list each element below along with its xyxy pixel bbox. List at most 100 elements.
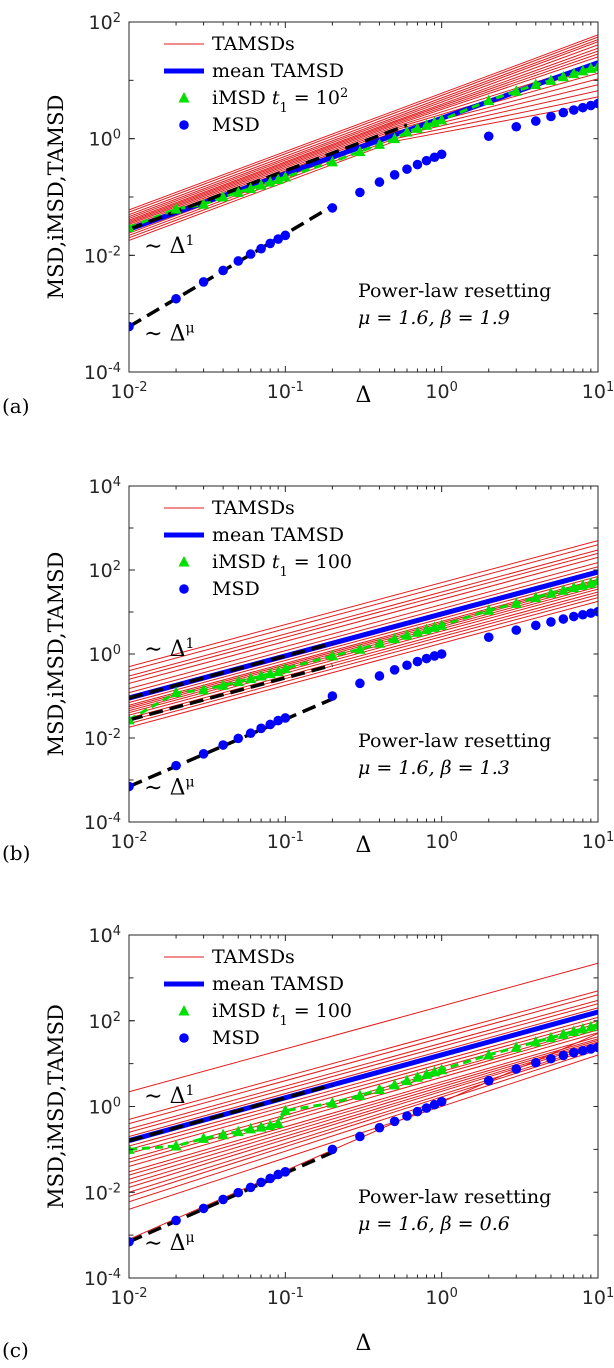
legend-swatch: [179, 584, 189, 594]
imsd-point: [373, 637, 385, 648]
msd-point: [265, 1173, 275, 1184]
imsd-point: [568, 581, 580, 593]
x-tick-label: 100: [425, 1286, 457, 1310]
chart-panel-1: 10-2 10-1 100 10110-410-2100102ΔMSD,iMSD,TA…: [2, 11, 614, 419]
imsd-point: [389, 632, 401, 644]
msd-point: [280, 713, 291, 723]
msd-point: [245, 1182, 256, 1193]
legend-label: iMSD t1 = 102: [212, 86, 348, 116]
msd-point: [568, 1047, 579, 1058]
msd-point: [429, 1099, 440, 1110]
annotation-title: Power-law resetting: [358, 730, 551, 752]
imsd-point: [483, 94, 495, 106]
msd-point: [436, 649, 447, 659]
tamsd-line: [129, 562, 598, 690]
msd-point: [421, 1103, 432, 1113]
imsd-point: [232, 1125, 244, 1137]
imsd-point: [436, 619, 448, 630]
imsd-point: [198, 683, 210, 695]
scaling-label: ∼ Δ1: [144, 233, 194, 259]
msd-point: [129, 1236, 134, 1247]
legend-label: TAMSDs: [212, 946, 295, 968]
imsd-point: [592, 574, 598, 586]
imsd-point: [245, 1122, 257, 1134]
tamsd-line: [129, 600, 598, 728]
imsd-point: [545, 74, 557, 85]
imsd-point: [264, 667, 276, 679]
tamsd-line: [129, 96, 598, 239]
panel-label: (a): [2, 394, 30, 418]
msd-point: [218, 1194, 228, 1205]
msd-point: [273, 234, 283, 244]
msd-point: [171, 760, 181, 771]
imsd-point: [354, 643, 366, 654]
y-tick-label: 10-4: [84, 1267, 121, 1291]
msd-point: [546, 111, 556, 122]
legend-label: mean TAMSD: [212, 60, 344, 82]
imsd-point: [373, 1083, 385, 1094]
msd-point: [593, 98, 598, 109]
msd-point: [558, 1050, 569, 1061]
scaling-dashed-line: [129, 641, 333, 700]
tamsd-line: [129, 1007, 598, 1137]
msd-point: [402, 1111, 412, 1121]
msd-point: [483, 1075, 494, 1086]
scaling-dashed-line: [129, 204, 334, 329]
legend-swatch: [178, 92, 190, 103]
tamsd-line: [129, 1003, 598, 1133]
imsd-point: [279, 171, 291, 182]
msd-point: [280, 1166, 291, 1177]
chart-panel-2: 10-2 10-1 100 10110-410-2100102104ΔMSD,iMSD…: [2, 475, 614, 866]
tamsd-line: [129, 1049, 598, 1203]
scaling-dashed-line: [129, 1150, 334, 1244]
scaling-label: ∼ Δμ: [144, 320, 194, 346]
tamsd-line: [129, 50, 598, 222]
msd-point: [233, 256, 244, 266]
legend-label: TAMSDs: [212, 33, 295, 55]
msd-point: [412, 1106, 423, 1117]
msd-point: [412, 159, 423, 170]
imsd-point: [568, 1025, 580, 1037]
tamsd-line: [129, 544, 598, 672]
msd-point: [129, 321, 134, 332]
tamsd-line: [129, 540, 598, 668]
y-tick-label: 102: [89, 11, 121, 35]
imsd-point: [232, 675, 244, 687]
msd-point: [198, 1203, 209, 1214]
imsd-point: [217, 679, 229, 690]
imsd-dashed-line: [129, 1023, 598, 1151]
msd-point: [586, 608, 596, 618]
legend-label: mean TAMSD: [212, 973, 344, 995]
tamsd-line: [129, 39, 598, 216]
imsd-point: [354, 145, 366, 157]
y-tick-label: 104: [89, 924, 121, 948]
imsd-point: [264, 176, 276, 187]
imsd-point: [577, 1023, 589, 1034]
y-tick-label: 102: [89, 559, 121, 583]
tamsd-line: [129, 552, 598, 680]
msd-point: [402, 660, 412, 671]
imsd-point: [577, 579, 589, 590]
legend-item: MSD: [179, 1027, 260, 1049]
imsd-point: [592, 1018, 598, 1030]
tamsd-line: [129, 990, 598, 1120]
tamsd-line: [129, 102, 598, 241]
tamsd-line: [129, 994, 598, 1125]
msd-point: [280, 230, 291, 241]
imsd-point: [411, 1071, 423, 1082]
msd-point: [129, 781, 134, 792]
legend-item: iMSD t1 = 100: [178, 551, 352, 580]
x-tick-label: 10-1: [267, 380, 304, 404]
tamsd-line: [129, 47, 598, 221]
annotation-title: Power-law resetting: [358, 280, 551, 302]
x-tick-label: 101: [582, 380, 614, 404]
imsd-point: [389, 1078, 401, 1090]
legend-swatch: [178, 1005, 190, 1016]
msd-point: [256, 1177, 266, 1188]
tamsd-line: [129, 556, 598, 684]
tamsd-line: [129, 566, 598, 694]
y-axis-label: MSD,iMSD,TAMSD: [44, 1004, 68, 1209]
imsd-point: [326, 1097, 338, 1108]
legend-item: mean TAMSD: [164, 973, 344, 995]
msd-point: [511, 1064, 522, 1074]
